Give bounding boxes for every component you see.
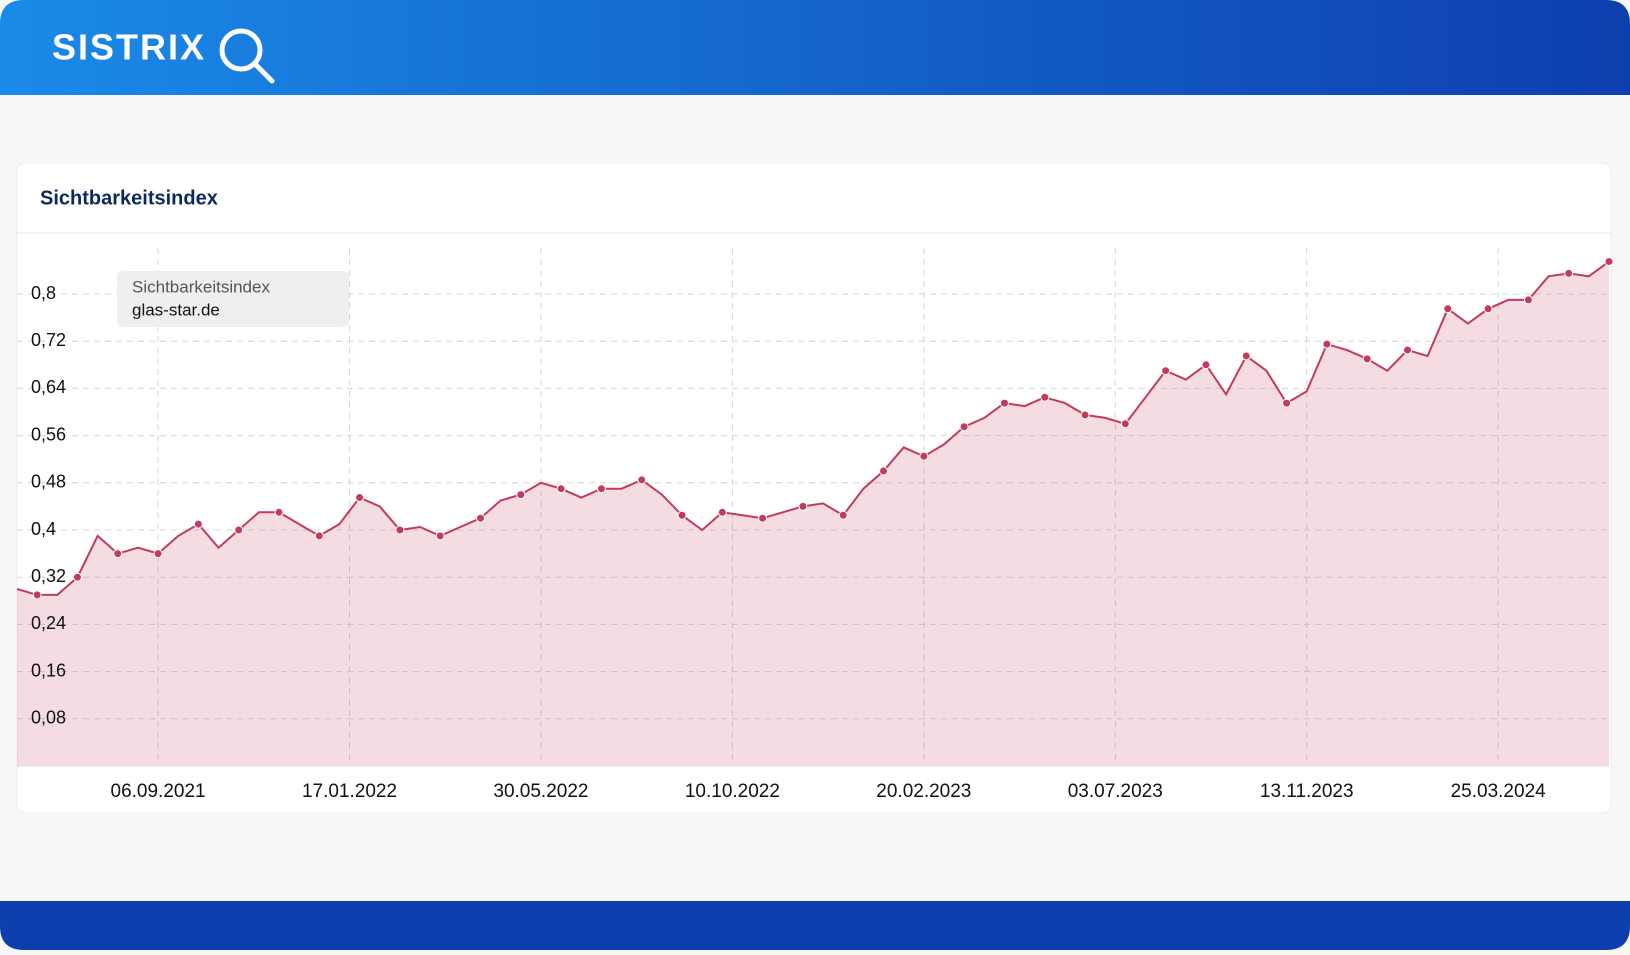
point	[435, 531, 445, 541]
point	[1362, 354, 1372, 364]
point	[717, 507, 727, 517]
point	[919, 451, 929, 461]
y-tick-label: 0,08	[31, 708, 66, 728]
point	[1402, 345, 1412, 355]
point	[596, 484, 606, 494]
point	[999, 398, 1009, 408]
point	[32, 590, 42, 600]
point	[798, 501, 808, 511]
chart-card	[16, 162, 1612, 814]
x-tick-label: 25.03.2024	[1451, 781, 1547, 802]
point	[516, 490, 526, 500]
y-tick-label: 0,16	[31, 660, 66, 680]
point	[677, 510, 687, 520]
x-tick-label: 13.11.2023	[1260, 781, 1354, 802]
y-tick-label: 0,24	[31, 613, 66, 633]
point	[274, 507, 284, 517]
point	[1040, 392, 1050, 402]
point	[475, 513, 485, 523]
y-tick-label: 0,32	[31, 566, 66, 586]
header-bar	[0, 0, 1630, 95]
logo: SISTRIX	[52, 27, 206, 68]
point	[1241, 351, 1251, 361]
point	[959, 422, 969, 432]
point	[1161, 366, 1171, 376]
point	[1604, 257, 1614, 267]
area	[17, 261, 1609, 766]
point	[879, 466, 889, 476]
point	[1483, 304, 1493, 314]
point	[1201, 360, 1211, 370]
point	[113, 549, 123, 559]
point	[838, 510, 848, 520]
y-tick-label: 0,72	[31, 330, 66, 350]
x-tick-label: 17.01.2022	[302, 781, 397, 802]
point	[153, 549, 163, 559]
y-tick-label: 0,64	[31, 377, 66, 397]
point	[1120, 419, 1130, 429]
x-tick-label: 20.02.2023	[876, 781, 971, 802]
point	[556, 484, 566, 494]
point	[395, 525, 405, 535]
x-tick-label: 30.05.2022	[493, 781, 588, 802]
point	[1080, 410, 1090, 420]
x-tick-label: 10.10.2022	[685, 781, 780, 802]
y-tick-label: 0,56	[31, 424, 66, 444]
point	[314, 531, 324, 541]
point	[1564, 268, 1574, 278]
point	[1282, 398, 1292, 408]
legend-box	[117, 271, 349, 327]
x-tick-label: 03.07.2023	[1068, 781, 1163, 802]
point	[1523, 295, 1533, 305]
point	[758, 513, 768, 523]
point	[355, 493, 365, 503]
y-tick-label: 0,48	[31, 472, 66, 492]
point	[1322, 339, 1332, 349]
point	[193, 519, 203, 529]
x-tick-label: 06.09.2021	[111, 781, 206, 802]
y-tick-label: 0,4	[31, 519, 56, 539]
y-tick-label: 0,8	[31, 283, 56, 303]
legend-title: Sichtbarkeitsindex	[132, 277, 270, 296]
point	[637, 475, 647, 485]
point	[234, 525, 244, 535]
point	[72, 572, 82, 582]
footer-bar	[0, 901, 1630, 950]
chart-title: Sichtbarkeitsindex	[40, 187, 218, 209]
point	[1443, 304, 1453, 314]
legend-entry: glas-star.de	[132, 300, 220, 319]
logo-icon	[219, 28, 275, 84]
